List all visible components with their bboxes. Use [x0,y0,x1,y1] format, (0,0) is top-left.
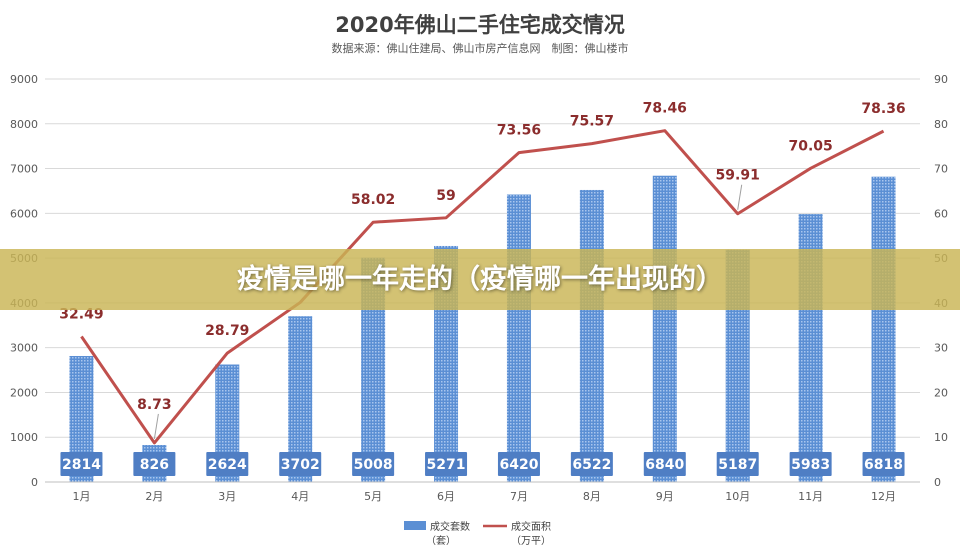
bar-data-label-box [862,452,905,476]
bar-data-label: 6818 [864,457,903,473]
y-right-tick-label: 30 [934,342,948,355]
y-left-tick-label: 8000 [10,118,38,131]
y-right-tick-label: 20 [934,386,948,399]
y-right-tick-label: 90 [934,73,948,86]
bar-data-label: 6840 [645,457,684,473]
data-label-leader [153,413,159,439]
line-data-label: 78.46 [643,101,687,117]
bar-data-label-box [425,452,468,476]
legend-bar-unit: （套） [426,534,456,547]
x-tick-label: 8月 [583,490,601,503]
y-left-tick-label: 7000 [10,163,38,176]
legend: 成交套数 （套） 成交面积 （万平） [404,520,551,547]
bar-series: 2814 826 2624 3702 5008 5271 6420 6522 6840 5187 5… [60,175,905,483]
bar-data-label-box [206,452,249,476]
line-data-label: 70.05 [788,138,832,154]
bar-data-label: 5008 [354,457,393,473]
y-left-tick-label: 6000 [10,207,38,220]
bar-data-label-box [789,452,832,476]
bar-data-label: 6420 [499,457,538,473]
x-tick-label: 11月 [798,490,823,503]
bar [579,189,604,482]
y-left-tick-label: 3000 [10,342,38,355]
bar [871,176,896,482]
y-left-tick-label: 2000 [10,386,38,399]
chart-title: 2020年佛山二手住宅成交情况 [335,13,624,37]
x-tick-label: 10月 [725,490,750,503]
line-data-label: 59 [436,188,455,204]
bar [652,175,677,482]
bar-data-label: 5271 [427,457,466,473]
legend-line-unit: （万平） [511,535,551,547]
bar-data-label-box [133,452,176,476]
legend-bar-name: 成交套数 [430,520,470,533]
line-path [80,129,885,445]
bar-data-label: 2814 [62,457,101,473]
x-tick-label: 6月 [437,490,455,503]
legend-swatch-bar [404,521,426,530]
banner-title: 疫情是哪一年走的（疫情哪一年出现的） [237,264,723,295]
y-left-tick-label: 0 [31,476,38,489]
bar-data-label-box [279,452,322,476]
x-tick-label: 1月 [72,490,90,503]
bar-data-label-box [497,452,540,476]
bar-data-label-box [570,452,613,476]
data-label-leader [737,184,743,210]
line-data-label: 75.57 [570,114,614,130]
y-left-tick-label: 1000 [10,431,38,444]
y-right-tick-label: 80 [934,118,948,131]
line-data-label: 78.36 [861,101,905,117]
line-data-label: 32.49 [59,307,103,323]
line-data-label: 59.91 [716,168,760,184]
y-right-tick-label: 70 [934,163,948,176]
bar [506,194,531,482]
bar-data-label: 5187 [718,457,757,473]
bar-data-label: 3702 [281,457,320,473]
bar-data-label: 5983 [791,457,830,473]
x-tick-label: 12月 [871,490,896,503]
bar-data-label-box [716,452,759,476]
chart-subtitle: 数据来源：佛山住建局、佛山市房产信息网 制图：佛山楼市 [332,41,629,55]
y-left-tick-label: 9000 [10,73,38,86]
x-tick-label: 9月 [656,490,674,503]
bar-data-label-box [60,452,103,476]
bar-data-label: 826 [140,457,169,473]
bar-data-label-box [643,452,686,476]
bar-data-label: 6522 [572,457,611,473]
x-tick-label: 2月 [145,490,163,503]
line-data-label: 73.56 [497,123,541,139]
line-data-label: 8.73 [137,397,172,413]
line-data-label: 58.02 [351,192,395,208]
line-data-label: 28.79 [205,323,249,339]
overlay-banner: 疫情是哪一年走的（疫情哪一年出现的） [0,249,960,310]
y-right-tick-label: 60 [934,207,948,220]
x-tick-label: 3月 [218,490,236,503]
x-tick-label: 4月 [291,490,309,503]
y-right-tick-label: 10 [934,431,948,444]
y-right-tick-label: 0 [934,476,941,489]
x-axis: 1月 2月 3月 4月 5月 6月 7月 8月 9月 10月 11月 12月 [45,481,920,503]
line-series: 32.49 8.73 28.79 58.02 59 73.56 75.57 78.46 59.9… [59,101,906,445]
x-tick-label: 5月 [364,490,382,503]
legend-line-name: 成交面积 [511,520,551,533]
x-tick-label: 7月 [510,490,528,503]
bar-data-label: 2624 [208,457,247,473]
bar-data-label-box [352,452,395,476]
